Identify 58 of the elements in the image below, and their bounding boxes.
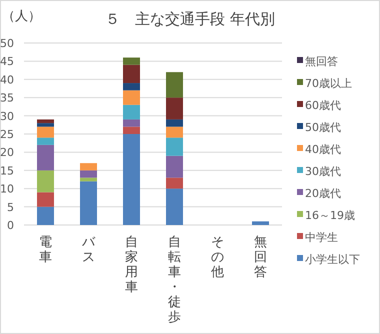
x-tick-label: 自家用車 [125,235,138,295]
bar [166,138,183,156]
y-tick-label: 30 [0,110,14,123]
x-tick-label: バス [81,235,96,265]
bar [166,156,183,178]
legend-label: 40歳代 [305,143,341,156]
bar [166,98,183,120]
bar [37,119,54,124]
y-axis-title: （人） [2,9,41,24]
legend-label: 60歳代 [305,99,341,112]
bar [166,188,183,225]
legend-label: 20歳代 [305,187,341,200]
y-tick-label: 40 [0,73,14,86]
bar [80,170,97,178]
bar [123,64,140,84]
y-tick-label: 35 [0,92,14,105]
bar [37,138,54,145]
y-tick-label: 0 [7,219,14,232]
bar [166,119,183,127]
bar [37,206,54,225]
bar [123,90,140,105]
bar [123,83,140,90]
legend-label: 無回答 [305,55,338,68]
y-tick-label: 45 [0,55,14,68]
bar [80,178,97,182]
bar [123,119,140,127]
x-tick-label: 電車 [39,235,52,265]
bar [123,134,140,225]
bar [166,72,183,98]
legend-label: 中学生 [305,231,338,244]
bar [37,123,54,127]
bar [123,104,140,120]
bar [252,221,269,225]
y-tick-label: 10 [0,182,14,196]
legend-label: 70歳以上 [305,77,352,90]
bar [37,126,54,138]
bar [123,126,140,134]
legend-label: 16～19歳 [305,209,355,222]
bar [166,126,183,138]
bar [80,181,97,225]
x-tick-label: その他 [211,235,224,280]
y-tick-label: 15 [0,164,14,178]
y-tick-label: 50 [0,37,14,50]
legend-label: 30歳代 [305,165,341,178]
bar [80,163,97,170]
bar [166,178,183,189]
y-tick-label: 25 [0,128,14,141]
bar [37,144,54,170]
legend-label: 50歳代 [305,121,341,134]
legend-label: 小学生以下 [305,253,360,266]
bar [37,170,54,192]
x-tick-label: 無回答 [254,235,267,280]
y-tick-label: 20 [0,146,14,160]
bar [123,58,140,65]
x-tick-label: 自転車・徒歩 [168,235,181,325]
y-tick-label: 5 [7,200,14,214]
bar [37,192,54,207]
chart-title: ５ 主な交通手段 年代別 [105,10,275,28]
